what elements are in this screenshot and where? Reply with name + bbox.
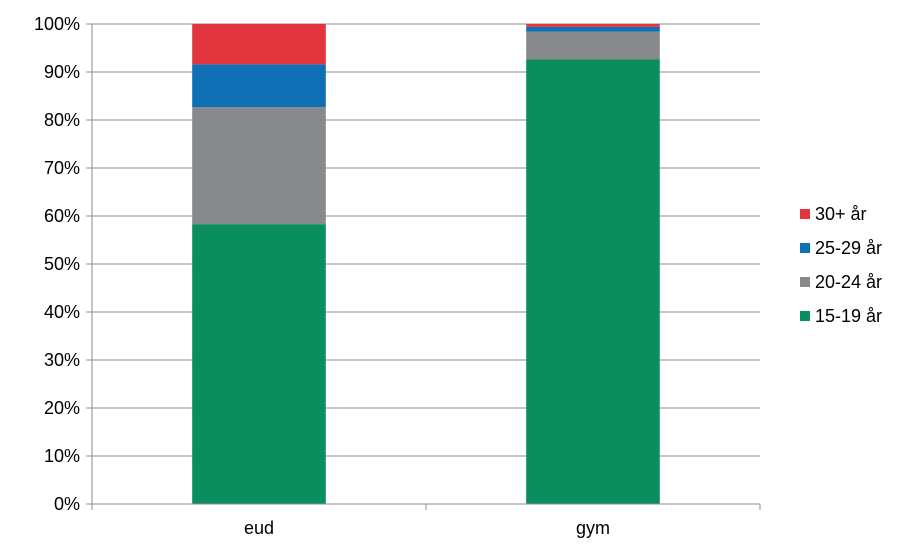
y-tick-label: 60% bbox=[44, 206, 80, 226]
y-tick-label: 10% bbox=[44, 446, 80, 466]
bar-segment-gym-3 bbox=[526, 24, 660, 27]
y-tick-label: 0% bbox=[54, 494, 80, 514]
axes bbox=[86, 23, 761, 510]
legend-swatch bbox=[800, 277, 810, 287]
x-tick-label: gym bbox=[576, 518, 610, 538]
y-tick-labels: 0% 10% 20% 30% 40% 50% 60% 70% 80% 90% 100% bbox=[34, 14, 80, 514]
legend-label: 30+ år bbox=[815, 204, 867, 224]
legend-label: 25-29 år bbox=[815, 238, 882, 258]
y-tick-label: 70% bbox=[44, 158, 80, 178]
y-tick-label: 20% bbox=[44, 398, 80, 418]
y-tick-label: 90% bbox=[44, 62, 80, 82]
y-tick-label: 30% bbox=[44, 350, 80, 370]
legend-swatch bbox=[800, 243, 810, 253]
bar-segment-gym-0 bbox=[526, 59, 660, 505]
legend-label: 20-24 år bbox=[815, 272, 882, 292]
x-tick-label: eud bbox=[244, 518, 274, 538]
bars bbox=[192, 24, 660, 505]
legend-swatch bbox=[800, 311, 810, 321]
bar-segment-eud-2 bbox=[192, 64, 326, 108]
bar-segment-gym-1 bbox=[526, 31, 660, 60]
legend: 30+ år 25-29 år 20-24 år 15-19 år bbox=[800, 204, 882, 326]
x-tick-labels: eud gym bbox=[244, 518, 610, 538]
y-tick-label: 50% bbox=[44, 254, 80, 274]
bar-segment-eud-0 bbox=[192, 224, 326, 504]
bar-segment-eud-3 bbox=[192, 24, 326, 65]
y-tick-label: 100% bbox=[34, 14, 80, 34]
bar-segment-gym-2 bbox=[526, 26, 660, 32]
bar-segment-eud-1 bbox=[192, 107, 326, 225]
y-tick-label: 80% bbox=[44, 110, 80, 130]
legend-swatch bbox=[800, 209, 810, 219]
legend-label: 15-19 år bbox=[815, 306, 882, 326]
y-tick-label: 40% bbox=[44, 302, 80, 322]
